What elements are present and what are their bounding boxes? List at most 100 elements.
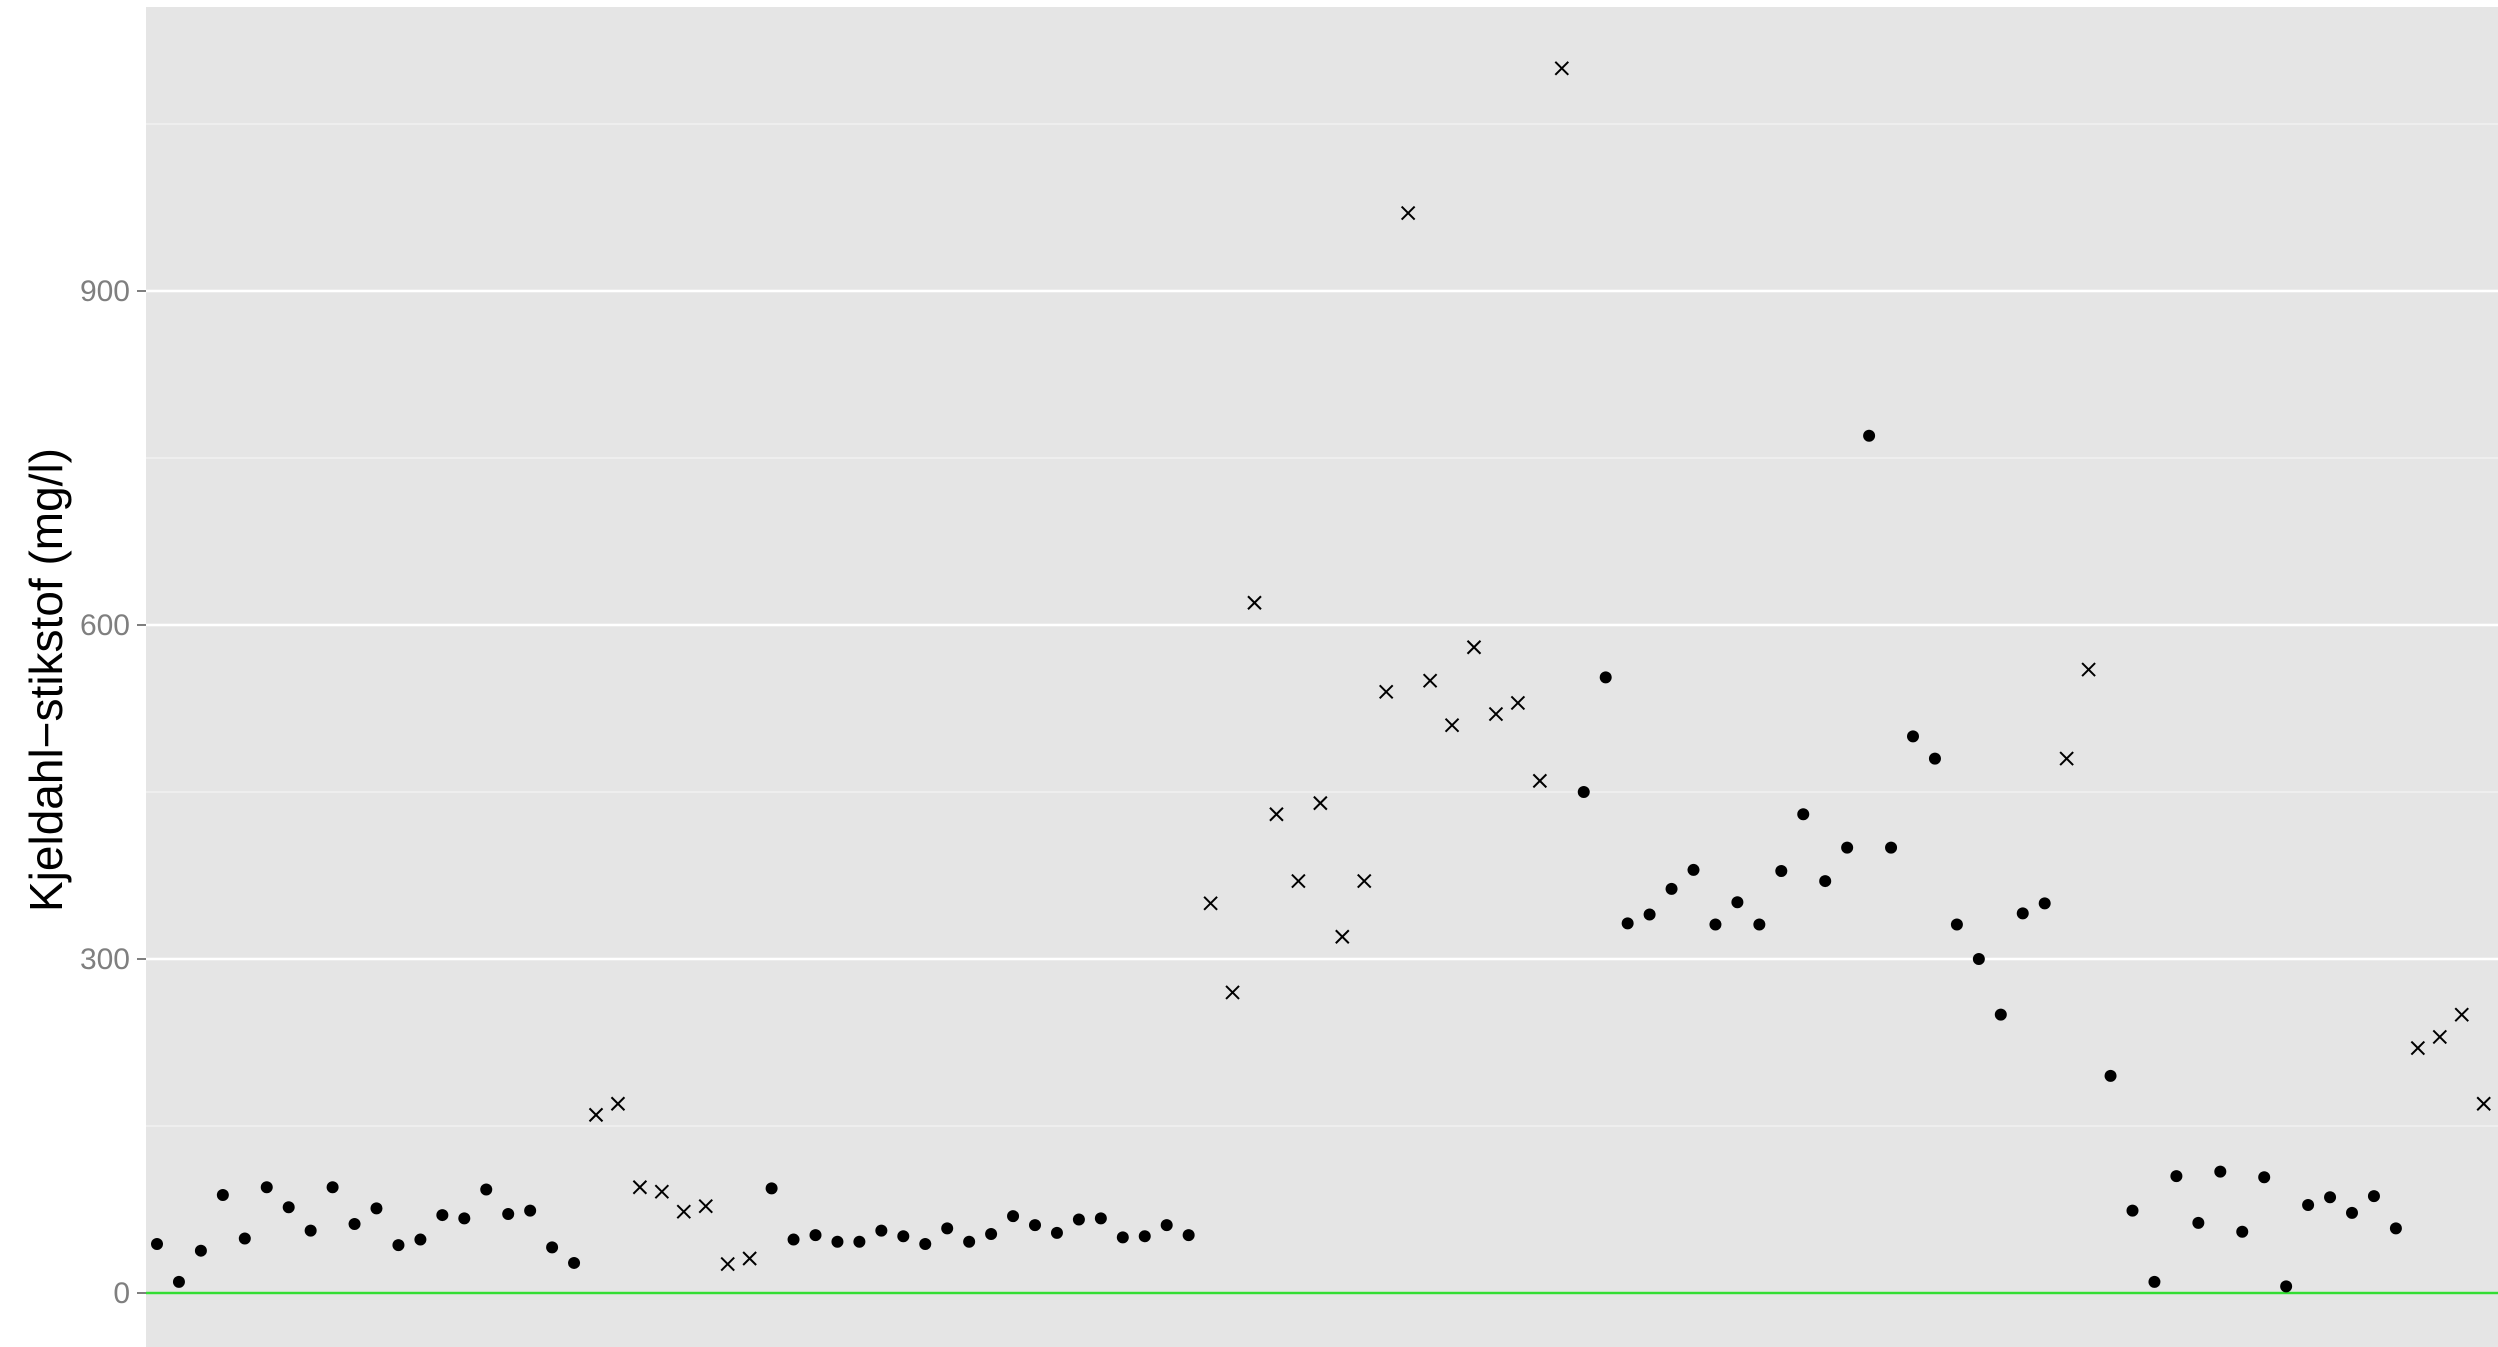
cross-stroke (1378, 684, 1394, 700)
data-point-cross (610, 1096, 626, 1111)
cross-stroke (1313, 795, 1328, 811)
data-point-cross (1225, 985, 1240, 1000)
cross-stroke (2081, 662, 2096, 677)
y-tick-label: 900 (80, 275, 130, 308)
data-point-dot (172, 1275, 185, 1288)
data-point-dot (1577, 786, 1590, 798)
data-point-dot (2367, 1190, 2380, 1203)
data-point-cross (2410, 1040, 2426, 1056)
data-point-dot (1007, 1210, 1020, 1223)
cross-stroke (1488, 706, 1504, 722)
data-point-cross (698, 1198, 713, 1214)
data-point-dot (326, 1181, 339, 1194)
data-point-dot (1599, 671, 1612, 684)
data-point-dot (1621, 917, 1634, 930)
y-axis-tick-labels: 0 300 600 900 (80, 275, 130, 1310)
data-point-cross (676, 1204, 692, 1219)
data-point-dot (1094, 1212, 1107, 1225)
cross-stroke (1532, 773, 1548, 789)
cross-stroke (1203, 896, 1218, 911)
data-point-dot (1928, 752, 1941, 765)
data-point-dot (2214, 1165, 2227, 1178)
data-point-cross (654, 1184, 670, 1199)
data-point-cross (742, 1251, 757, 1266)
data-point-cross (1247, 595, 1262, 610)
data-point-cross (1466, 640, 1482, 655)
cross-stroke (1466, 640, 1482, 655)
data-point-dot (1863, 429, 1876, 442)
data-point-cross (1203, 896, 1218, 911)
data-point-dot (1072, 1213, 1085, 1226)
data-point-dot (1950, 918, 1963, 931)
cross-stroke (2410, 1040, 2426, 1056)
data-point-dot (1885, 841, 1898, 854)
data-point-dot (809, 1229, 822, 1242)
data-point-cross (1532, 773, 1548, 789)
data-point-dot (1182, 1229, 1195, 1242)
data-point-dot (897, 1230, 910, 1243)
cross-stroke (1269, 807, 1284, 822)
data-point-dot (414, 1233, 427, 1246)
data-point-cross (2432, 1029, 2448, 1045)
data-point-dot (831, 1235, 844, 1248)
data-point-cross (1378, 684, 1394, 700)
data-point-dot (480, 1183, 493, 1196)
y-tick-label: 0 (113, 1277, 130, 1310)
data-point-dot (985, 1227, 998, 1240)
data-point-dot (1160, 1219, 1173, 1232)
data-point-dot (963, 1235, 976, 1248)
data-point-cross (1335, 929, 1350, 944)
data-point-dot (282, 1201, 295, 1214)
plot-panel (146, 7, 2498, 1347)
cross-stroke (1510, 695, 1526, 711)
data-point-dot (502, 1207, 515, 1220)
y-tick-label: 300 (80, 943, 130, 976)
data-point-dot (919, 1238, 932, 1251)
data-point-dot (1709, 918, 1722, 931)
data-point-dot (2148, 1275, 2161, 1288)
cross-stroke (1554, 61, 1570, 76)
data-point-dot (2170, 1170, 2183, 1183)
data-point-dot (458, 1212, 471, 1225)
data-point-dot (2016, 907, 2029, 920)
data-point-dot (2192, 1216, 2205, 1229)
cross-stroke (742, 1251, 757, 1266)
data-point-cross (588, 1107, 604, 1123)
data-point-cross (2059, 751, 2074, 766)
cross-stroke (654, 1184, 670, 1199)
cross-stroke (1291, 873, 1306, 889)
data-point-dot (1972, 953, 1985, 965)
cross-stroke (1247, 595, 1262, 610)
data-point-cross (1313, 795, 1328, 811)
cross-stroke (1225, 985, 1240, 1000)
y-axis-title: Kjeldahl−stikstof (mg/l) (20, 448, 72, 912)
data-point-cross (2454, 1007, 2469, 1022)
cross-stroke (1444, 717, 1460, 733)
data-point-cross (1357, 873, 1372, 889)
cross-stroke (720, 1256, 735, 1272)
data-point-dot (765, 1182, 778, 1195)
cross-stroke (588, 1107, 604, 1123)
data-point-dot (348, 1217, 361, 1230)
data-point-cross (632, 1180, 648, 1195)
data-point-cross (2081, 662, 2096, 677)
data-point-dot (524, 1204, 537, 1217)
data-point-dot (1050, 1226, 1063, 1239)
data-point-cross (1269, 807, 1284, 822)
data-point-dot (1687, 863, 1700, 876)
data-point-dot (1731, 896, 1744, 909)
data-point-dot (1775, 865, 1788, 878)
cross-stroke (610, 1096, 626, 1111)
data-point-cross (1400, 205, 1416, 221)
data-points (151, 61, 2491, 1293)
data-point-dot (1841, 841, 1854, 854)
data-point-dot (1797, 808, 1810, 821)
cross-stroke (2476, 1096, 2491, 1111)
data-point-cross (1488, 706, 1504, 722)
cross-stroke (676, 1204, 692, 1219)
data-point-cross (1444, 717, 1460, 733)
y-tick-label: 600 (80, 609, 130, 642)
data-point-dot (1994, 1008, 2007, 1021)
data-point-cross (1510, 695, 1526, 711)
